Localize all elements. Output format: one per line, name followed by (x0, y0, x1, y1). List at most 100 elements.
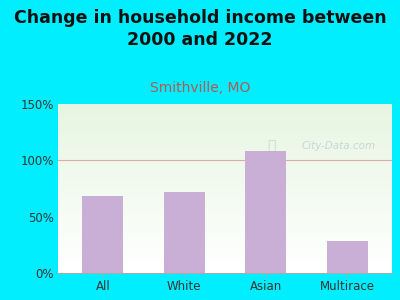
Bar (58, 195, 392, 196)
Bar (58, 106, 392, 107)
Bar (58, 207, 392, 208)
Bar (58, 107, 392, 108)
Bar (58, 264, 392, 265)
Bar (58, 162, 392, 163)
Bar (164, 192, 205, 273)
Bar (58, 259, 392, 260)
Bar (58, 229, 392, 230)
Bar (58, 191, 392, 192)
Bar (58, 158, 392, 159)
Bar (58, 173, 392, 174)
Bar (58, 223, 392, 224)
Bar (58, 174, 392, 175)
Bar (58, 193, 392, 194)
Bar (58, 266, 392, 267)
Bar (58, 212, 392, 213)
Bar (58, 112, 392, 113)
Bar (58, 175, 392, 176)
Bar (58, 119, 392, 120)
Bar (58, 182, 392, 183)
Bar (58, 198, 392, 199)
Bar (58, 248, 392, 249)
Bar (58, 163, 392, 164)
Bar (58, 181, 392, 182)
Bar (58, 237, 392, 238)
Bar (58, 206, 392, 207)
Bar (58, 261, 392, 262)
Bar (58, 118, 392, 119)
Bar (58, 170, 392, 171)
Bar (58, 220, 392, 221)
Bar (58, 177, 392, 178)
Bar (58, 159, 392, 160)
Bar (58, 103, 392, 104)
Bar (58, 253, 392, 254)
Bar (58, 221, 392, 222)
Bar (58, 225, 392, 226)
Bar (82, 196, 123, 273)
Text: ⦿: ⦿ (268, 139, 276, 153)
Bar (58, 245, 392, 246)
Bar (58, 123, 392, 124)
Bar (58, 110, 392, 111)
Bar (58, 111, 392, 112)
Bar (58, 124, 392, 125)
Bar (58, 257, 392, 258)
Bar (58, 272, 392, 273)
Bar (58, 169, 392, 170)
Bar (58, 128, 392, 129)
Bar (58, 249, 392, 250)
Bar (58, 132, 392, 133)
Bar (58, 126, 392, 127)
Bar (58, 262, 392, 263)
Bar (58, 254, 392, 255)
Bar (58, 166, 392, 167)
Bar (58, 263, 392, 264)
Bar (58, 149, 392, 150)
Bar (58, 145, 392, 146)
Bar (58, 105, 392, 106)
Bar (327, 242, 368, 273)
Bar (58, 268, 392, 269)
Bar (58, 234, 392, 235)
Bar (58, 247, 392, 248)
Bar (58, 209, 392, 210)
Bar (58, 183, 392, 184)
Bar (58, 114, 392, 115)
Bar (58, 233, 392, 234)
Text: Smithville, MO: Smithville, MO (150, 81, 250, 95)
Bar (58, 144, 392, 145)
Bar (58, 146, 392, 147)
Bar (58, 194, 392, 195)
Bar (58, 265, 392, 266)
Bar (58, 205, 392, 206)
Bar (58, 165, 392, 166)
Bar (58, 238, 392, 239)
Bar (58, 117, 392, 118)
Bar (58, 133, 392, 134)
Bar (58, 143, 392, 144)
Bar (58, 136, 392, 137)
Bar (58, 139, 392, 140)
Bar (58, 140, 392, 141)
Bar (58, 235, 392, 236)
Bar (58, 152, 392, 153)
Bar (58, 104, 392, 105)
Bar (58, 242, 392, 243)
Bar (58, 141, 392, 142)
Bar (58, 244, 392, 245)
Bar (58, 239, 392, 240)
Bar (58, 142, 392, 143)
Bar (58, 109, 392, 110)
Bar (58, 186, 392, 187)
Bar (245, 151, 286, 273)
Bar (58, 216, 392, 217)
Bar (58, 113, 392, 114)
Bar (58, 187, 392, 188)
Bar (58, 192, 392, 193)
Bar (58, 120, 392, 121)
Bar (58, 232, 392, 233)
Bar (58, 210, 392, 211)
Bar (58, 208, 392, 209)
Bar (58, 202, 392, 203)
